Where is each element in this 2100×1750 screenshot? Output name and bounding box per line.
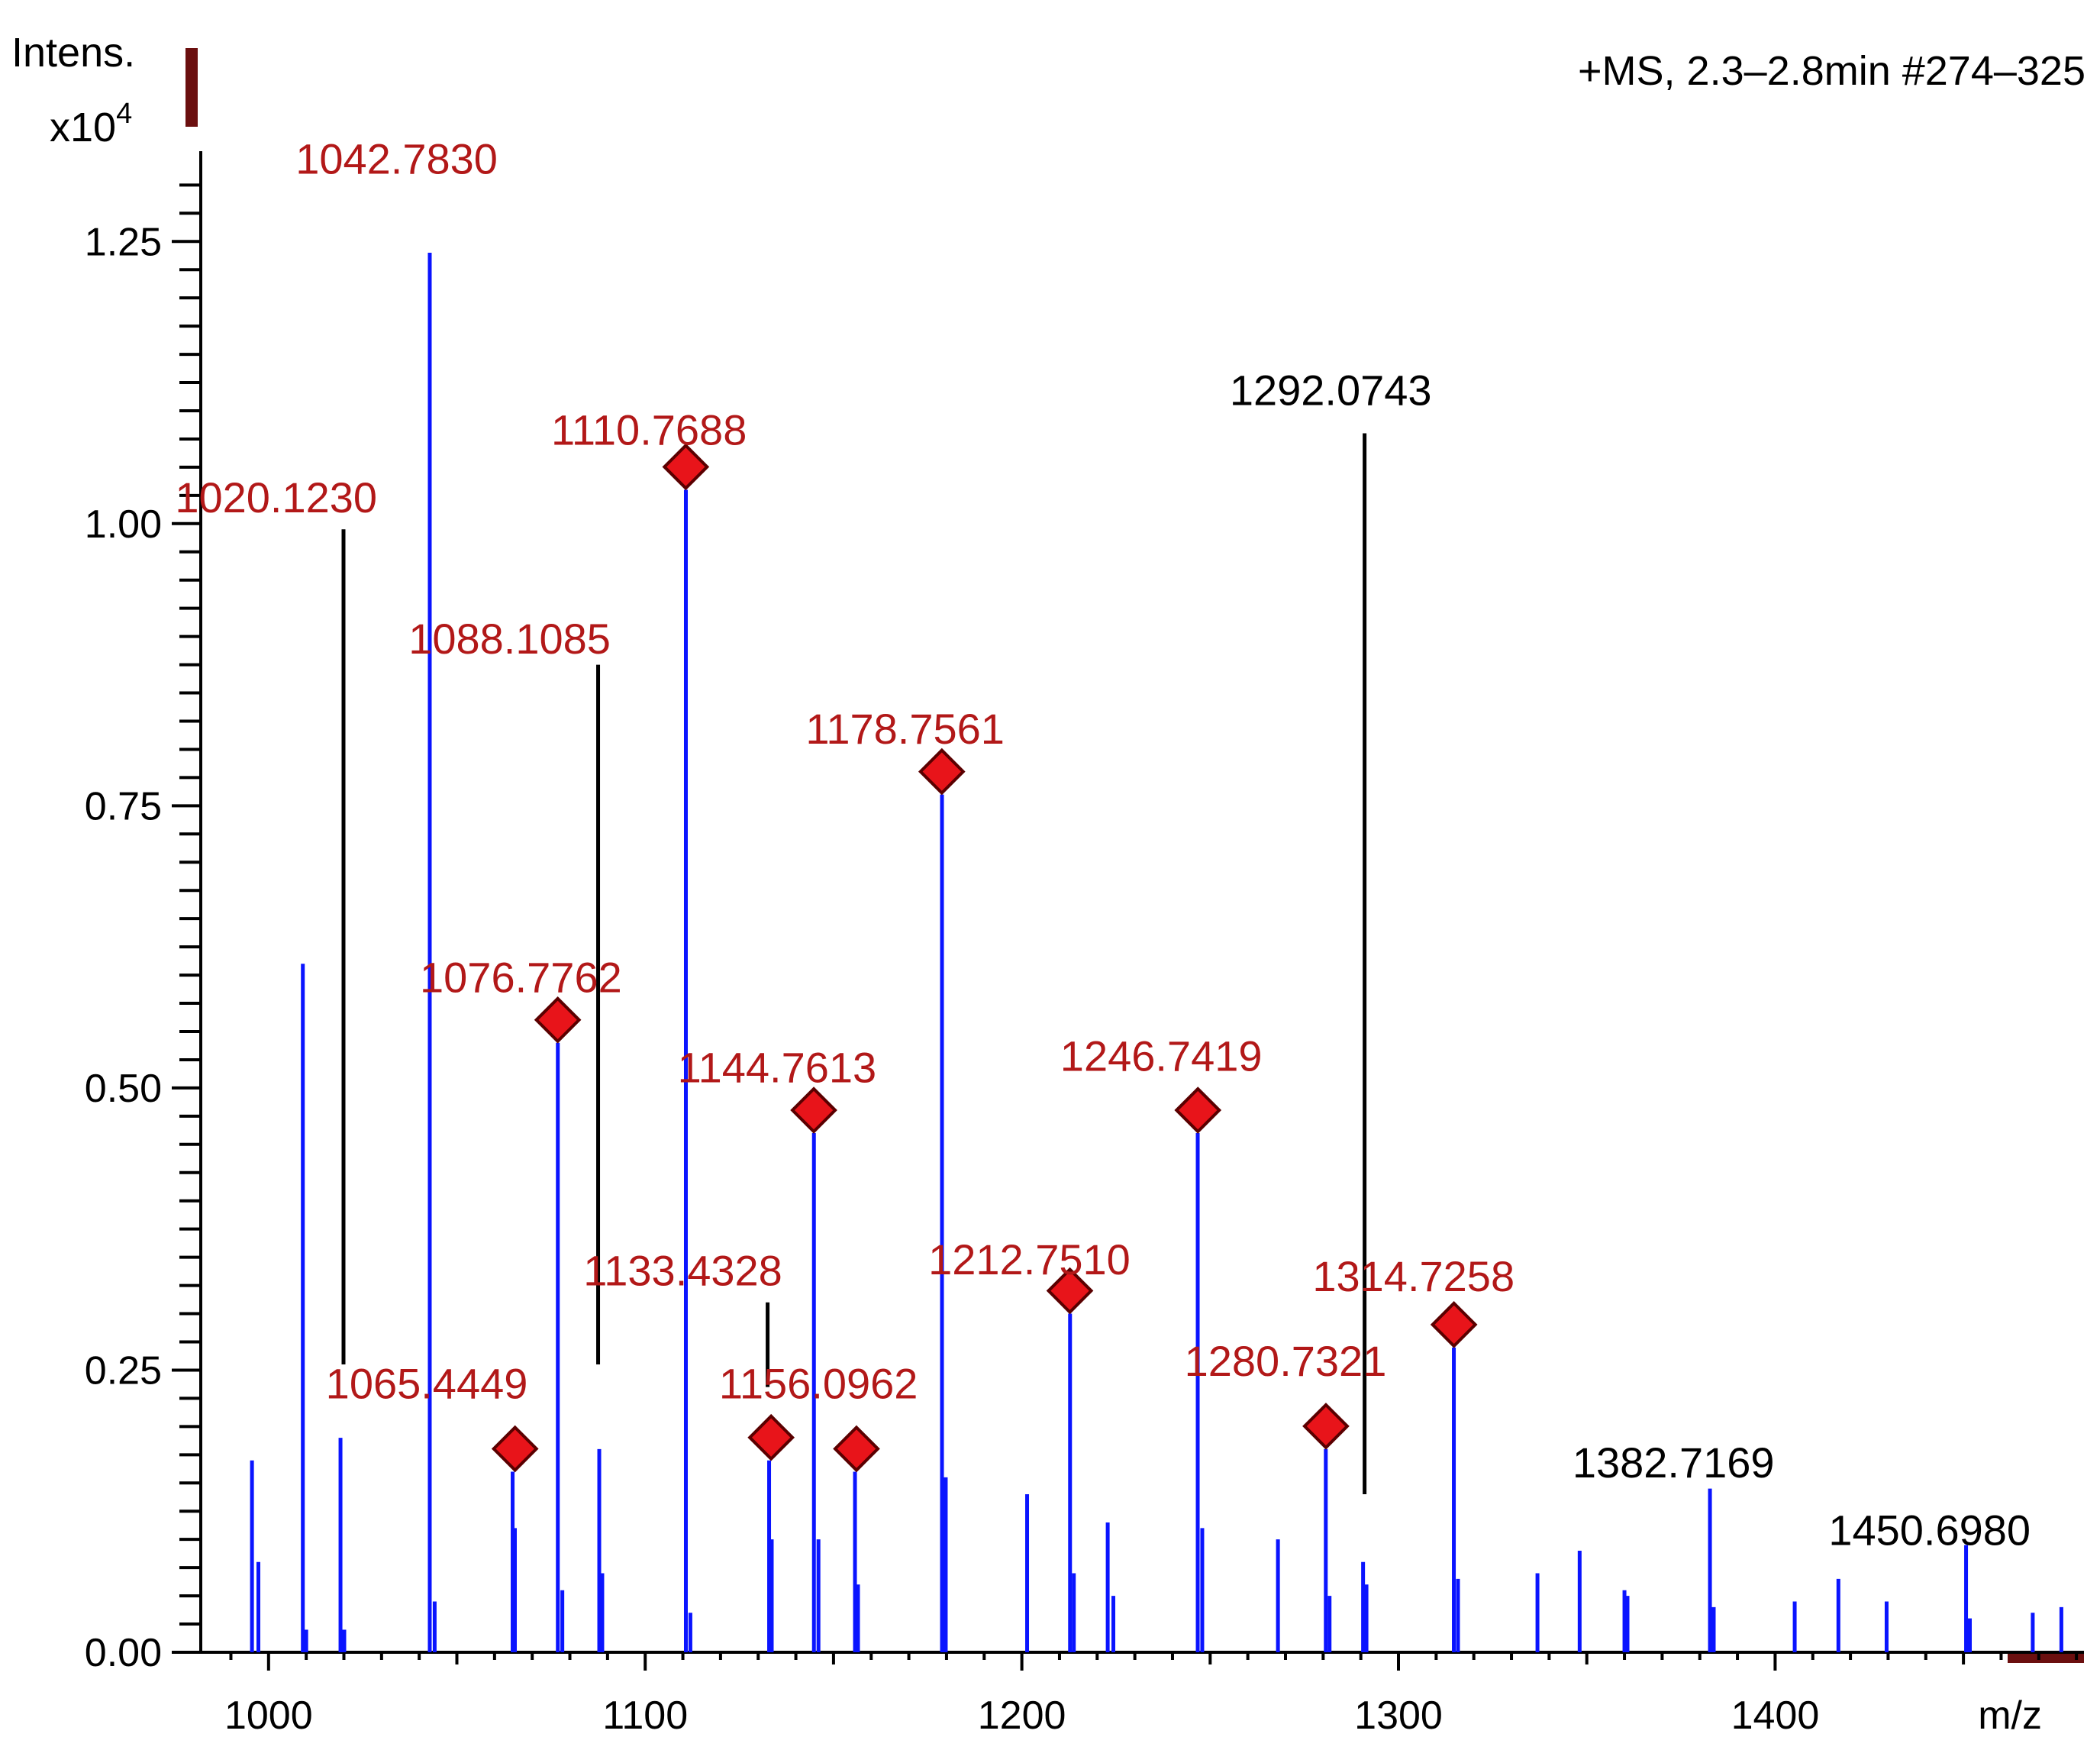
x-tick-label: 1200: [978, 1693, 1066, 1738]
peak-marker: [918, 747, 966, 796]
peak-marker: [833, 1425, 880, 1473]
y-axis-scale-base: x10: [50, 105, 116, 150]
x-ticks: 1000 1100 1200 1300 1400: [224, 1652, 2079, 1738]
peak-label: 1133.4328: [583, 1247, 782, 1295]
y-scale-bar: [185, 48, 198, 127]
y-axis-scale-exponent: 4: [116, 98, 132, 130]
peak-marker: [1302, 1403, 1350, 1450]
peak-label: 1382.7169: [1573, 1438, 1775, 1487]
peak-label: 1212.7510: [928, 1235, 1131, 1283]
y-tick-label: 0.25: [85, 1348, 162, 1393]
peak-label: 1292.0743: [1230, 366, 1432, 415]
peak-marker: [491, 1425, 539, 1473]
leader-lines: [341, 433, 1367, 1495]
peak-label: 1144.7613: [678, 1044, 877, 1092]
peak-marker: [1174, 1086, 1222, 1134]
y-ticks: 0.00 0.25 0.50 0.75 1.00 1.25: [85, 183, 201, 1675]
peak-label: 1246.7419: [1060, 1032, 1263, 1080]
y-tick-label: 0.75: [85, 784, 162, 828]
y-tick-label: 0.00: [85, 1631, 162, 1675]
peak-label: 1065.4449: [326, 1359, 528, 1407]
peak-label: 1450.6980: [1828, 1506, 2031, 1555]
peak-labels: 1042.7830 1020.1230 1110.7688 1088.1085 1178…: [175, 135, 2031, 1555]
peak-label: 1076.7762: [420, 953, 622, 1001]
peak-label: 1156.0962: [719, 1359, 918, 1407]
peaks: [250, 253, 2063, 1652]
x-axis-label: m/z: [1978, 1693, 2042, 1738]
peak-marker: [790, 1086, 837, 1134]
peak-label: 1042.7830: [295, 135, 498, 183]
y-axis-scale-label: x104: [50, 98, 132, 150]
x-tick-label: 1100: [602, 1693, 688, 1738]
y-tick-label: 0.50: [85, 1067, 162, 1111]
peak-label: 1110.7688: [551, 405, 747, 454]
x-tick-label: 1400: [1731, 1693, 1820, 1738]
y-tick-label: 1.00: [85, 502, 162, 547]
peak-markers: [491, 443, 1478, 1473]
peak-label: 1280.7321: [1185, 1337, 1387, 1385]
peak-label: 1178.7561: [805, 705, 1005, 753]
x-tick-label: 1000: [224, 1693, 313, 1738]
peak-label: 1314.7258: [1312, 1252, 1515, 1300]
peak-marker: [747, 1413, 795, 1461]
peak-label: 1088.1085: [408, 615, 611, 663]
peak-label: 1020.1230: [175, 473, 377, 521]
chart-title: +MS, 2.3–2.8min #274–325: [1578, 48, 2085, 94]
peak-marker: [534, 996, 582, 1044]
x-tick-label: 1300: [1354, 1693, 1443, 1738]
y-axis-label: Intens.: [11, 30, 135, 76]
peak-marker: [1046, 1267, 1094, 1315]
peak-marker: [662, 443, 710, 491]
y-tick-label: 1.25: [85, 220, 162, 264]
peak-marker: [1430, 1301, 1478, 1348]
